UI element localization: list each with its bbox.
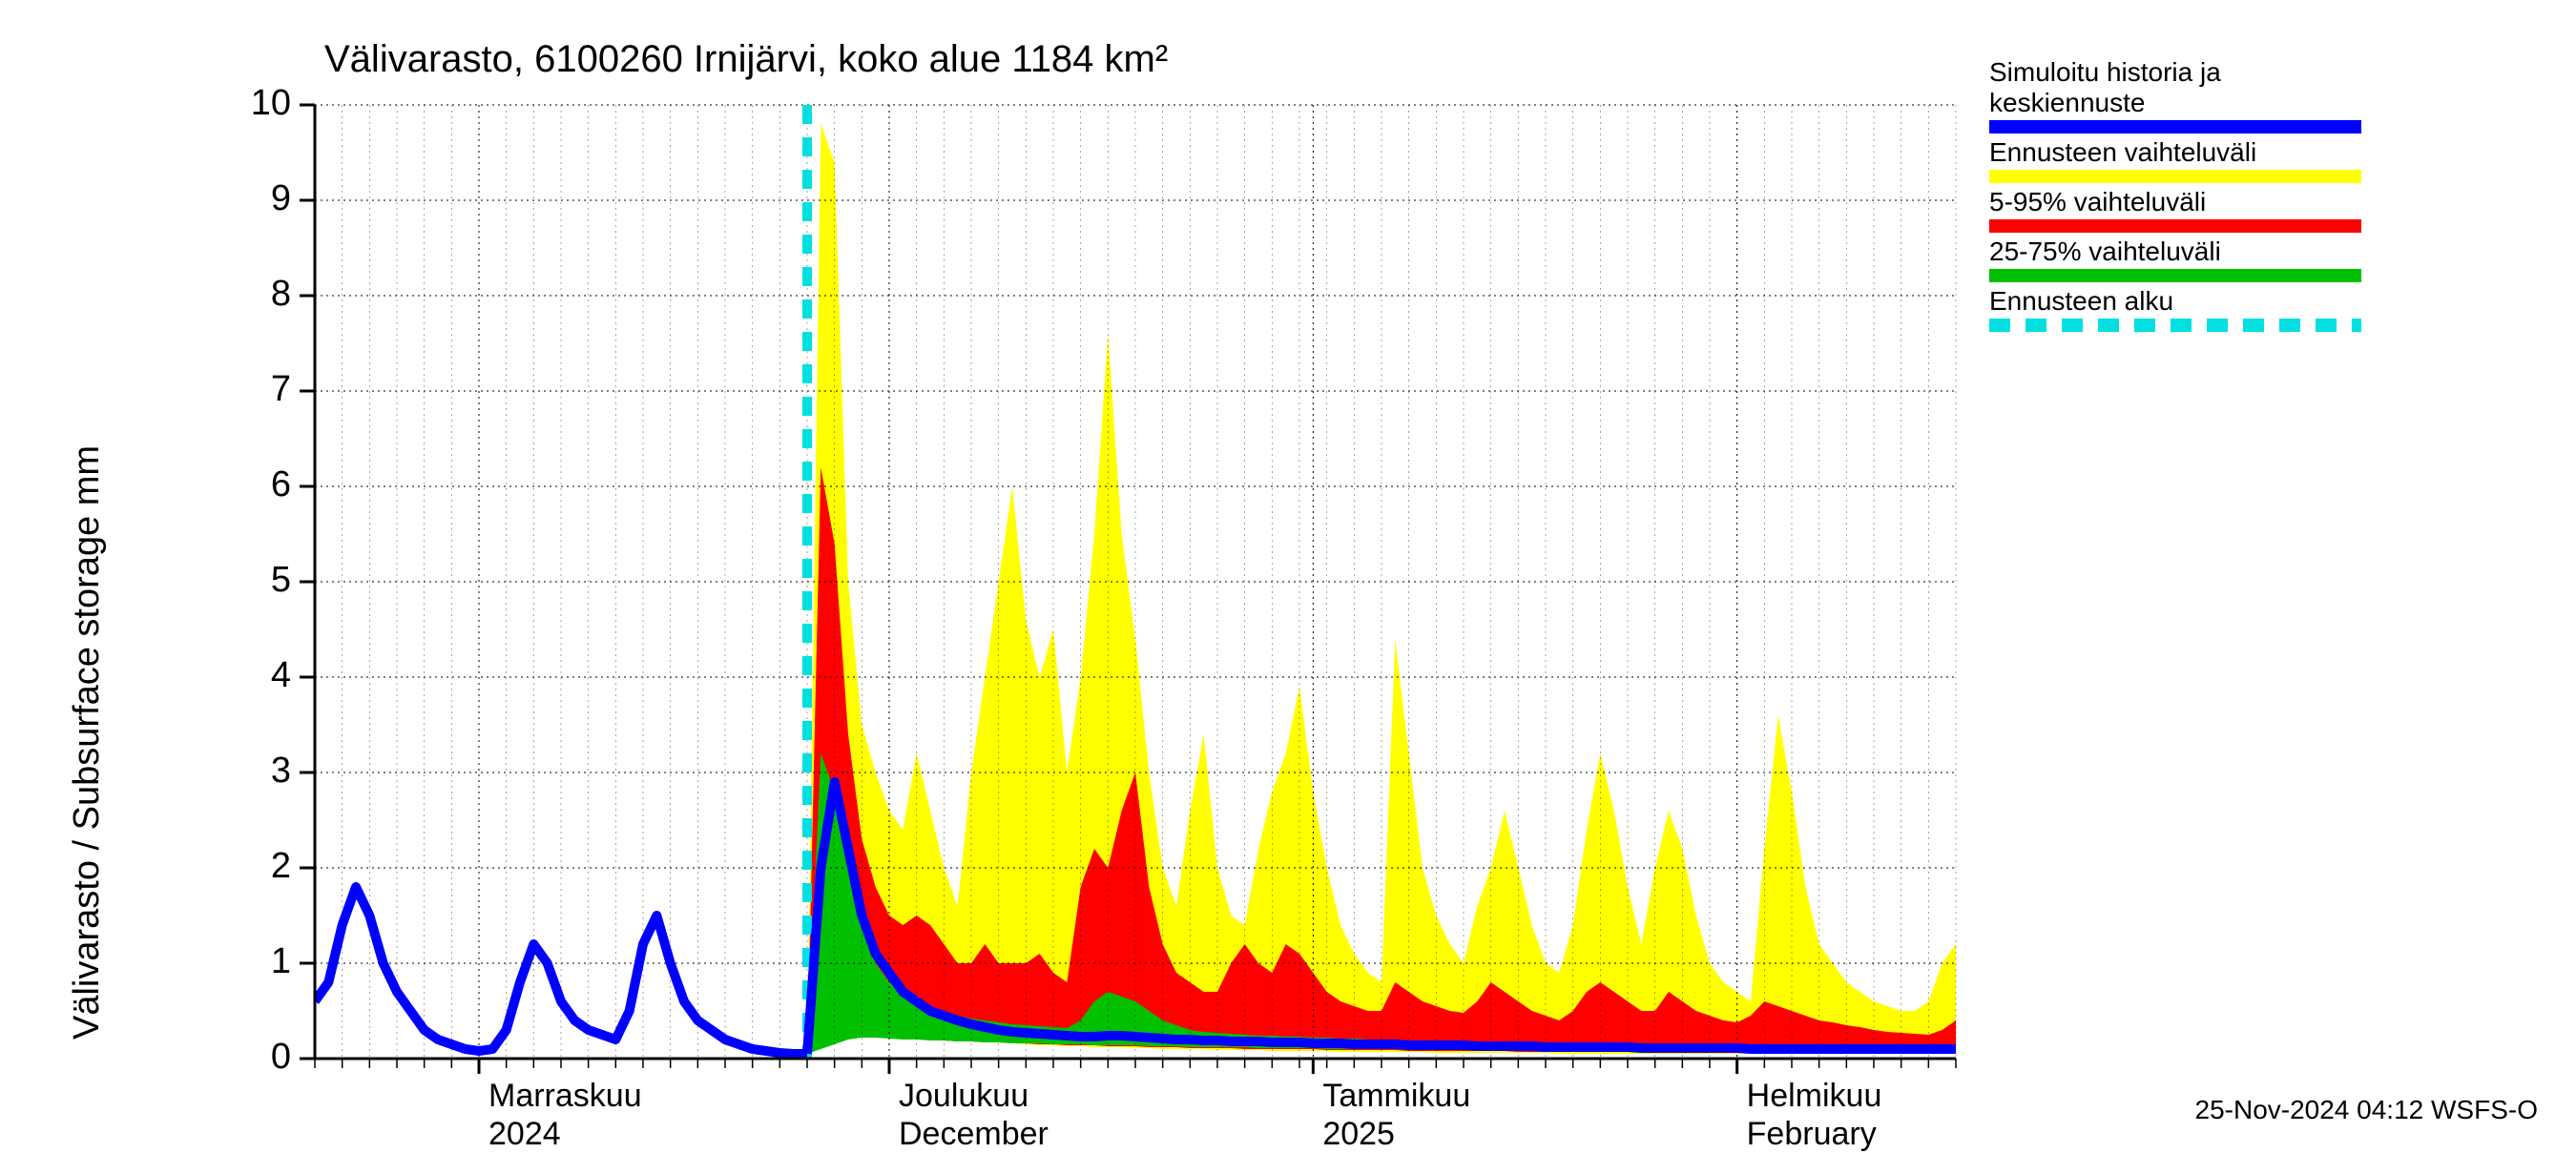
legend-swatch xyxy=(1989,120,2361,134)
legend-swatch xyxy=(1989,219,2361,233)
xtick-label-line1: Tammikuu xyxy=(1322,1078,1470,1115)
band-full-range xyxy=(807,124,1956,1054)
legend-swatch xyxy=(1989,269,2361,282)
y-axis-label: Välivarasto / Subsurface storage mm xyxy=(67,445,108,1040)
legend-entry-start: Ennusteen alku xyxy=(1989,286,2361,332)
chart-title: Välivarasto, 6100260 Irnijärvi, koko alu… xyxy=(324,38,1168,81)
legend-swatch xyxy=(1989,319,2361,332)
legend-swatch xyxy=(1989,170,2361,183)
xtick-label-line1: Joulukuu xyxy=(899,1078,1028,1115)
xtick-label-line2: December xyxy=(899,1116,1049,1153)
ytick-label: 9 xyxy=(271,178,291,219)
legend-label: Ennusteen vaihteluväli xyxy=(1989,137,2361,168)
legend-label: 5-95% vaihteluväli xyxy=(1989,187,2361,217)
ytick-label: 4 xyxy=(271,655,291,696)
ytick-label: 8 xyxy=(271,274,291,315)
legend: Simuloitu historia ja keskiennuste Ennust… xyxy=(1989,57,2361,336)
ytick-label: 5 xyxy=(271,560,291,601)
legend-label: Simuloitu historia ja keskiennuste xyxy=(1989,57,2361,118)
xtick-label-line2: 2024 xyxy=(488,1116,561,1153)
timestamp-label: 25-Nov-2024 04:12 WSFS-O xyxy=(2195,1095,2539,1125)
xtick-label-line2: 2025 xyxy=(1322,1116,1395,1153)
ytick-label: 10 xyxy=(251,83,291,124)
ytick-label: 2 xyxy=(271,846,291,887)
ytick-label: 1 xyxy=(271,941,291,982)
ytick-label: 6 xyxy=(271,464,291,505)
ytick-label: 7 xyxy=(271,369,291,410)
legend-label: 25-75% vaihteluväli xyxy=(1989,237,2361,267)
xtick-label-line1: Helmikuu xyxy=(1747,1078,1882,1115)
xtick-label-line2: February xyxy=(1747,1116,1877,1153)
legend-entry-median: Simuloitu historia ja keskiennuste xyxy=(1989,57,2361,134)
ytick-label: 3 xyxy=(271,751,291,792)
legend-entry-p25_75: 25-75% vaihteluväli xyxy=(1989,237,2361,282)
xtick-label-line1: Marraskuu xyxy=(488,1078,642,1115)
legend-entry-full: Ennusteen vaihteluväli xyxy=(1989,137,2361,183)
legend-label: Ennusteen alku xyxy=(1989,286,2361,317)
legend-entry-p5_95: 5-95% vaihteluväli xyxy=(1989,187,2361,233)
ytick-label: 0 xyxy=(271,1037,291,1078)
